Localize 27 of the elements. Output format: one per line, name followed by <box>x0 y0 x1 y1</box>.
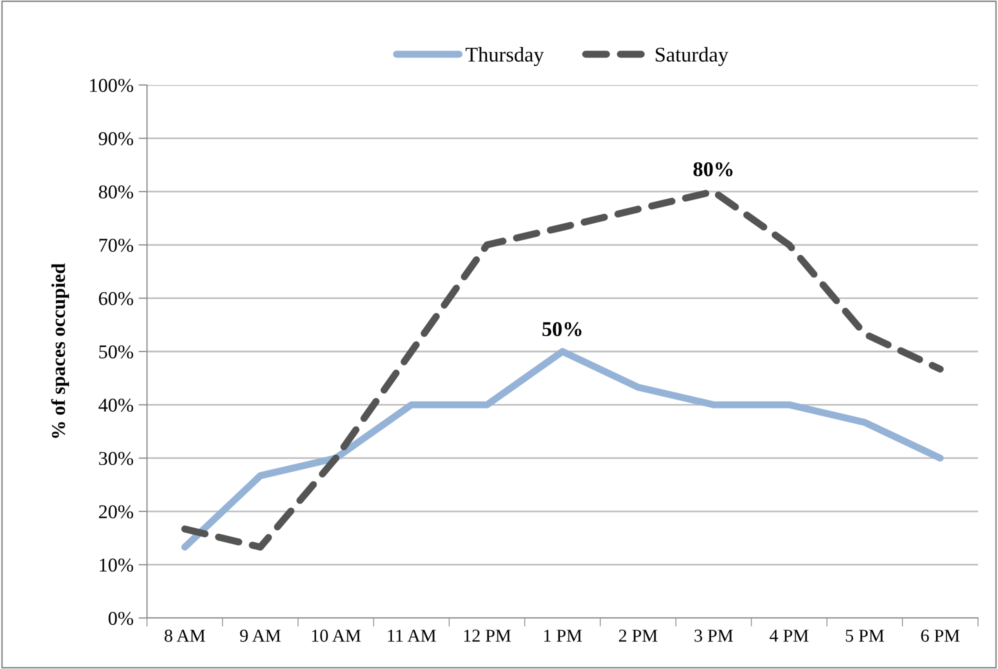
x-tick-label: 9 AM <box>240 630 281 642</box>
y-tick-label: 60% <box>99 292 134 306</box>
y-tick-label: 20% <box>99 505 134 518</box>
y-tick-label: 10% <box>100 558 134 572</box>
x-tick-label: 11 AM <box>388 630 436 642</box>
y-tick-label: 50% <box>99 345 134 358</box>
data-label: 80% <box>693 162 732 176</box>
data-label: 50% <box>542 322 582 336</box>
x-tick-label: 4 PM <box>770 630 808 642</box>
x-tick-label: 8 AM <box>164 630 206 642</box>
y-tick-label: 70% <box>99 238 134 252</box>
x-tick-label: 2 PM <box>619 630 658 642</box>
x-tick-label: 3 PM <box>694 630 733 642</box>
x-tick-label: 5 PM <box>846 630 884 642</box>
legend-label: Thursday <box>466 47 544 66</box>
y-tick-label: 0% <box>108 612 134 625</box>
y-tick-label: 30% <box>99 452 134 466</box>
y-tick-label: 100% <box>90 78 134 92</box>
y-tick-label: 90% <box>98 132 134 146</box>
x-tick-label: 10 AM <box>312 630 361 642</box>
x-tick-label: 12 PM <box>464 630 511 642</box>
y-axis-title: % of spaces occupied <box>51 263 69 438</box>
y-tick-label: 40% <box>98 398 134 412</box>
y-tick-label: 80% <box>98 185 134 199</box>
x-tick-label: 6 PM <box>921 630 960 642</box>
legend-label: Saturday <box>656 47 728 66</box>
x-tick-label: 1 PM <box>544 630 582 642</box>
